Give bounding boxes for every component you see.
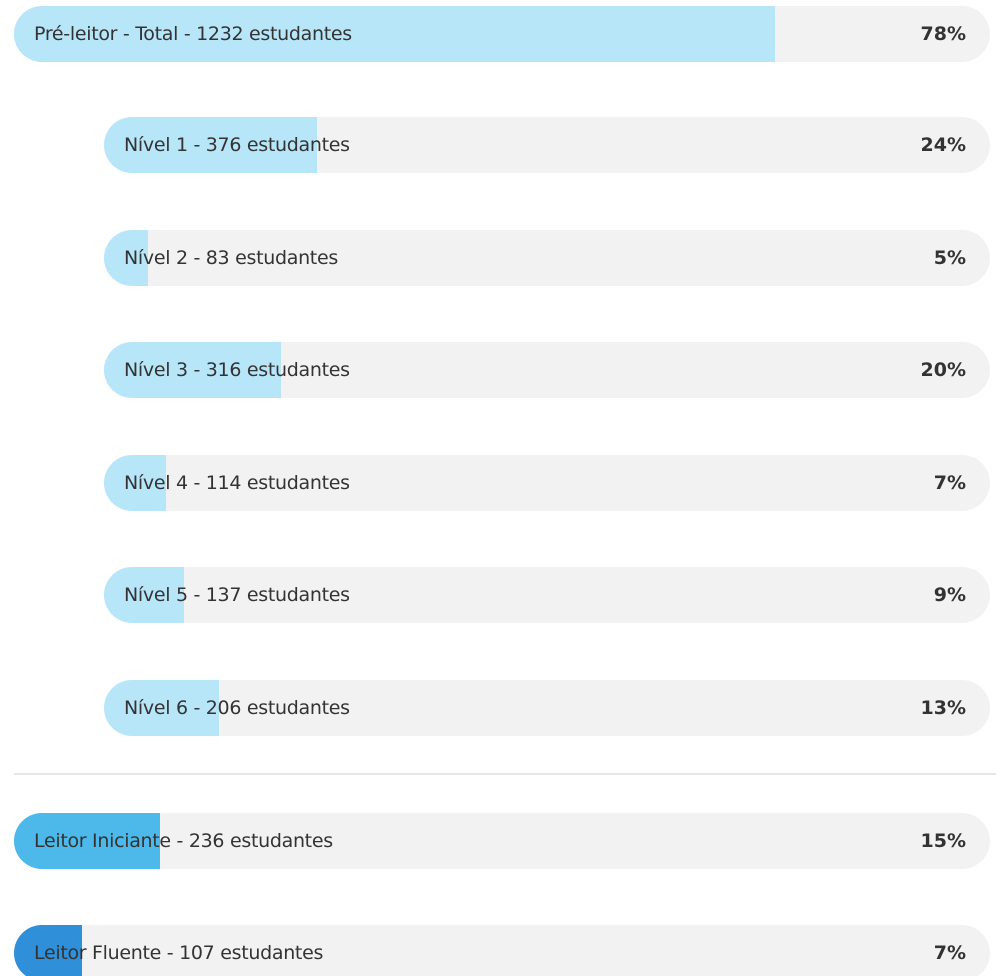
progress-fill bbox=[14, 6, 776, 62]
progress-fill bbox=[104, 680, 220, 736]
progress-track: Leitor Fluente - 107 estudantes 7% bbox=[14, 925, 990, 976]
progress-track: Nível 6 - 206 estudantes 13% bbox=[104, 680, 990, 736]
row-label: Nível 1 - 376 estudantes bbox=[124, 134, 350, 156]
row-label: Nível 4 - 114 estudantes bbox=[124, 471, 350, 494]
progress-track: Nível 3 - 316 estudantes 20% bbox=[104, 342, 990, 399]
progress-fill bbox=[104, 229, 149, 286]
row-label: Nível 5 - 137 estudantes bbox=[124, 584, 350, 607]
row-label: Leitor Fluente - 107 estudantes bbox=[34, 942, 324, 964]
progress-fill bbox=[104, 454, 167, 511]
row-percent: 13% bbox=[920, 697, 966, 719]
progress-fill bbox=[104, 567, 184, 624]
row-label: Nível 3 - 316 estudantes bbox=[124, 359, 350, 382]
row-percent: 7% bbox=[933, 471, 966, 494]
row-percent: 15% bbox=[920, 830, 966, 852]
progress-track: Pré-leitor - Total - 1232 estudantes 78% bbox=[14, 6, 990, 62]
divider bbox=[14, 773, 996, 775]
row-label: Leitor Iniciante - 236 estudantes bbox=[34, 830, 333, 852]
row-label: Nível 2 - 83 estudantes bbox=[124, 246, 338, 269]
progress-track: Nível 5 - 137 estudantes 9% bbox=[104, 567, 990, 624]
row-label: Nível 6 - 206 estudantes bbox=[124, 697, 350, 719]
progress-fill bbox=[104, 342, 282, 399]
progress-track: Nível 1 - 376 estudantes 24% bbox=[104, 117, 990, 173]
progress-fill bbox=[104, 117, 317, 173]
row-percent: 20% bbox=[920, 359, 966, 382]
row-percent: 7% bbox=[933, 942, 966, 964]
progress-track: Leitor Iniciante - 236 estudantes 15% bbox=[14, 813, 990, 869]
row-percent: 24% bbox=[920, 134, 966, 156]
row-percent: 78% bbox=[920, 23, 966, 45]
row-percent: 9% bbox=[933, 584, 966, 607]
progress-track: Nível 4 - 114 estudantes 7% bbox=[104, 454, 990, 511]
row-percent: 5% bbox=[933, 246, 966, 269]
progress-fill bbox=[14, 925, 83, 976]
progress-fill bbox=[14, 813, 161, 869]
row-label: Pré-leitor - Total - 1232 estudantes bbox=[34, 23, 352, 45]
progress-track: Nível 2 - 83 estudantes 5% bbox=[104, 229, 990, 286]
